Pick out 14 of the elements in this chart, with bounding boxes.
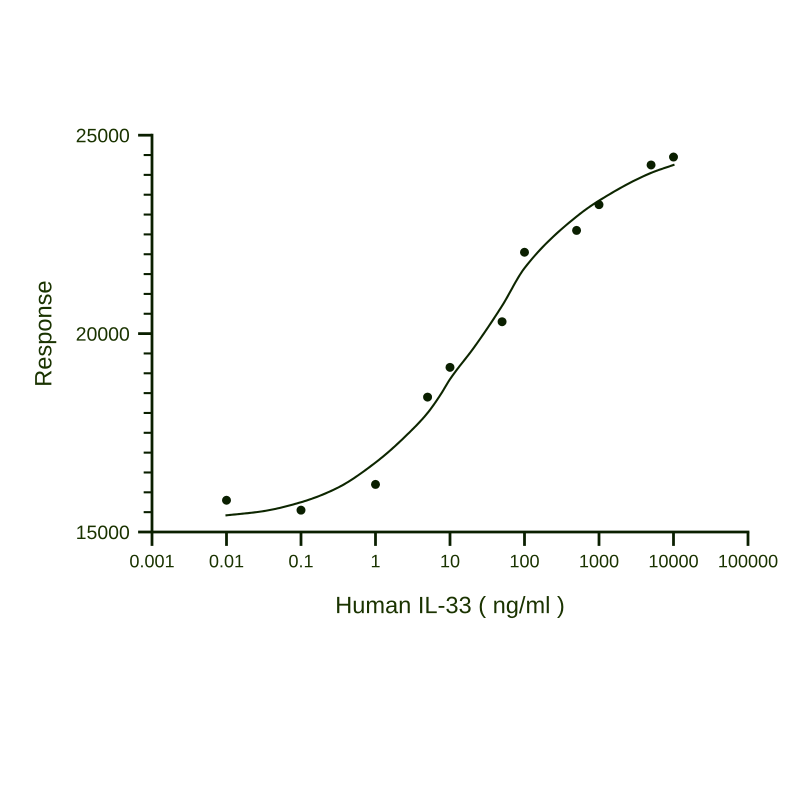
x-tick-label: 100 xyxy=(510,554,539,568)
y-axis-title: Response xyxy=(35,281,56,385)
x-tick-label: 0.1 xyxy=(289,554,313,568)
x-tick-label: 1000 xyxy=(580,554,618,568)
x-tick-label: 100000 xyxy=(719,554,778,568)
y-tick-label: 25000 xyxy=(76,128,130,142)
y-tick-label: 15000 xyxy=(77,525,130,540)
x-tick-label: 10000 xyxy=(650,554,698,568)
x-tick-label: 0.01 xyxy=(210,554,244,568)
x-axis-title: Human IL-33 ( ng/ml ) xyxy=(337,596,564,618)
x-tick-label: 10 xyxy=(441,554,460,568)
x-tick-label: 1 xyxy=(372,554,380,568)
x-tick-label: 0.001 xyxy=(130,554,174,568)
y-tick-label: 20000 xyxy=(76,327,130,341)
